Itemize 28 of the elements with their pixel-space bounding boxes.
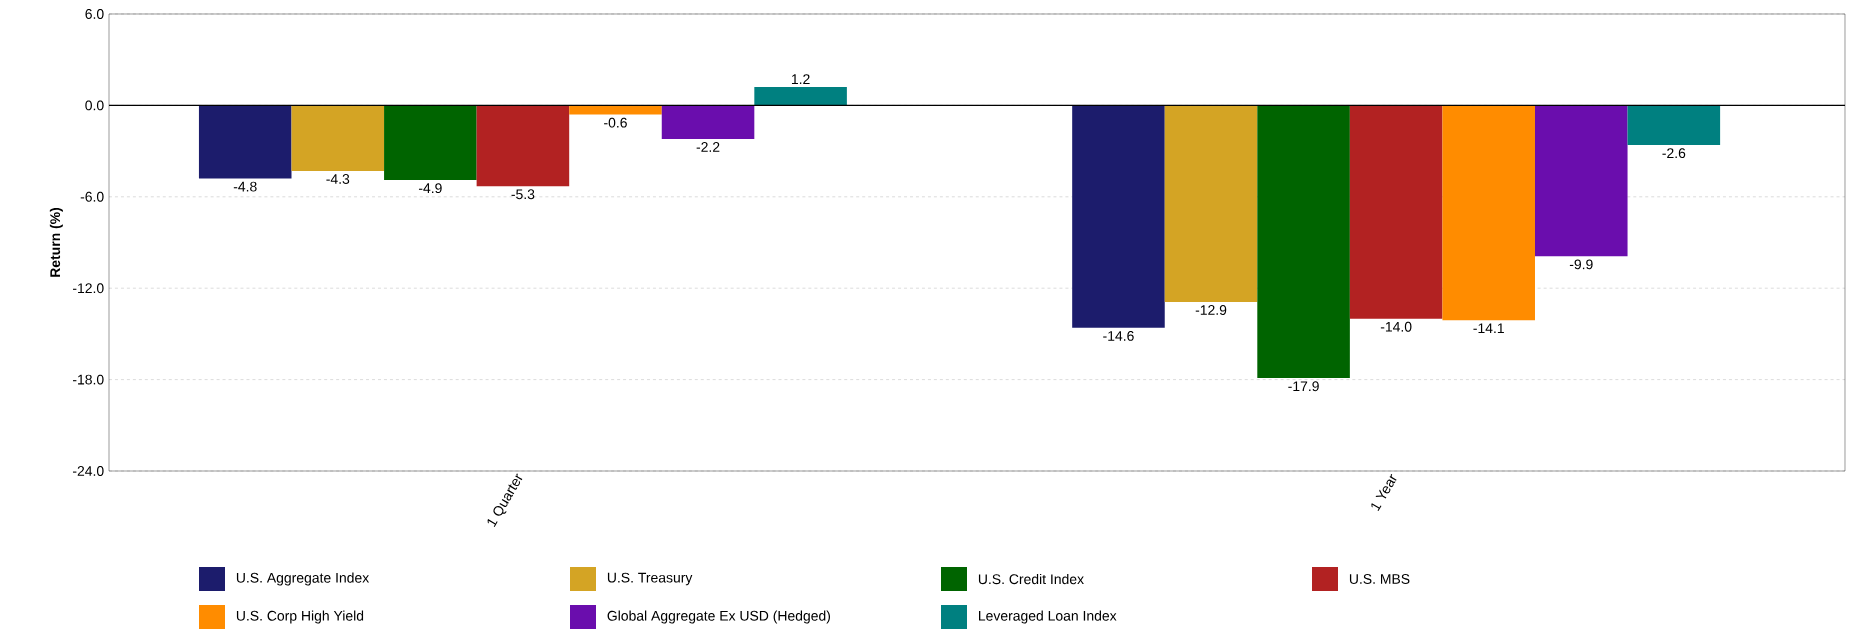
data-label: -14.1 (1473, 323, 1504, 333)
data-label: -4.8 (233, 181, 257, 192)
y-tick-label: -6.0 (80, 191, 104, 202)
y-tick-label: 0.0 (85, 100, 104, 111)
data-label: -5.3 (511, 189, 535, 200)
legend-label: U.S. Aggregate Index (236, 572, 370, 586)
data-label: -4.9 (418, 183, 442, 194)
y-tick-label: -18.0 (72, 374, 104, 385)
data-label: -17.9 (1288, 381, 1319, 392)
data-label: -2.6 (1662, 148, 1686, 159)
data-label: -4.3 (326, 174, 350, 184)
legend-label: U.S. MBS (1349, 574, 1410, 584)
data-label: -14.0 (1380, 321, 1412, 332)
legend-label: U.S. Corp High Yield (236, 610, 364, 624)
legend-label: U.S. Credit Index (978, 573, 1084, 585)
data-label: -14.6 (1103, 330, 1134, 341)
y-tick-label: -12.0 (72, 283, 104, 294)
data-label: -12.9 (1195, 305, 1227, 315)
data-label: -9.9 (1569, 259, 1593, 270)
legend-label: Leveraged Loan Index (979, 610, 1117, 624)
y-axis-title: Return (%) (49, 207, 63, 277)
data-label: -0.6 (604, 117, 627, 128)
legend-label: Global Aggregate Ex USD (Hedged) (607, 610, 831, 624)
y-tick-label: -24.0 (72, 466, 104, 476)
data-label: -2.2 (696, 142, 720, 152)
y-tick-label: 6.0 (85, 9, 104, 19)
data-label: 1.2 (791, 74, 810, 84)
legend-label: U.S. Treasury (607, 572, 693, 586)
